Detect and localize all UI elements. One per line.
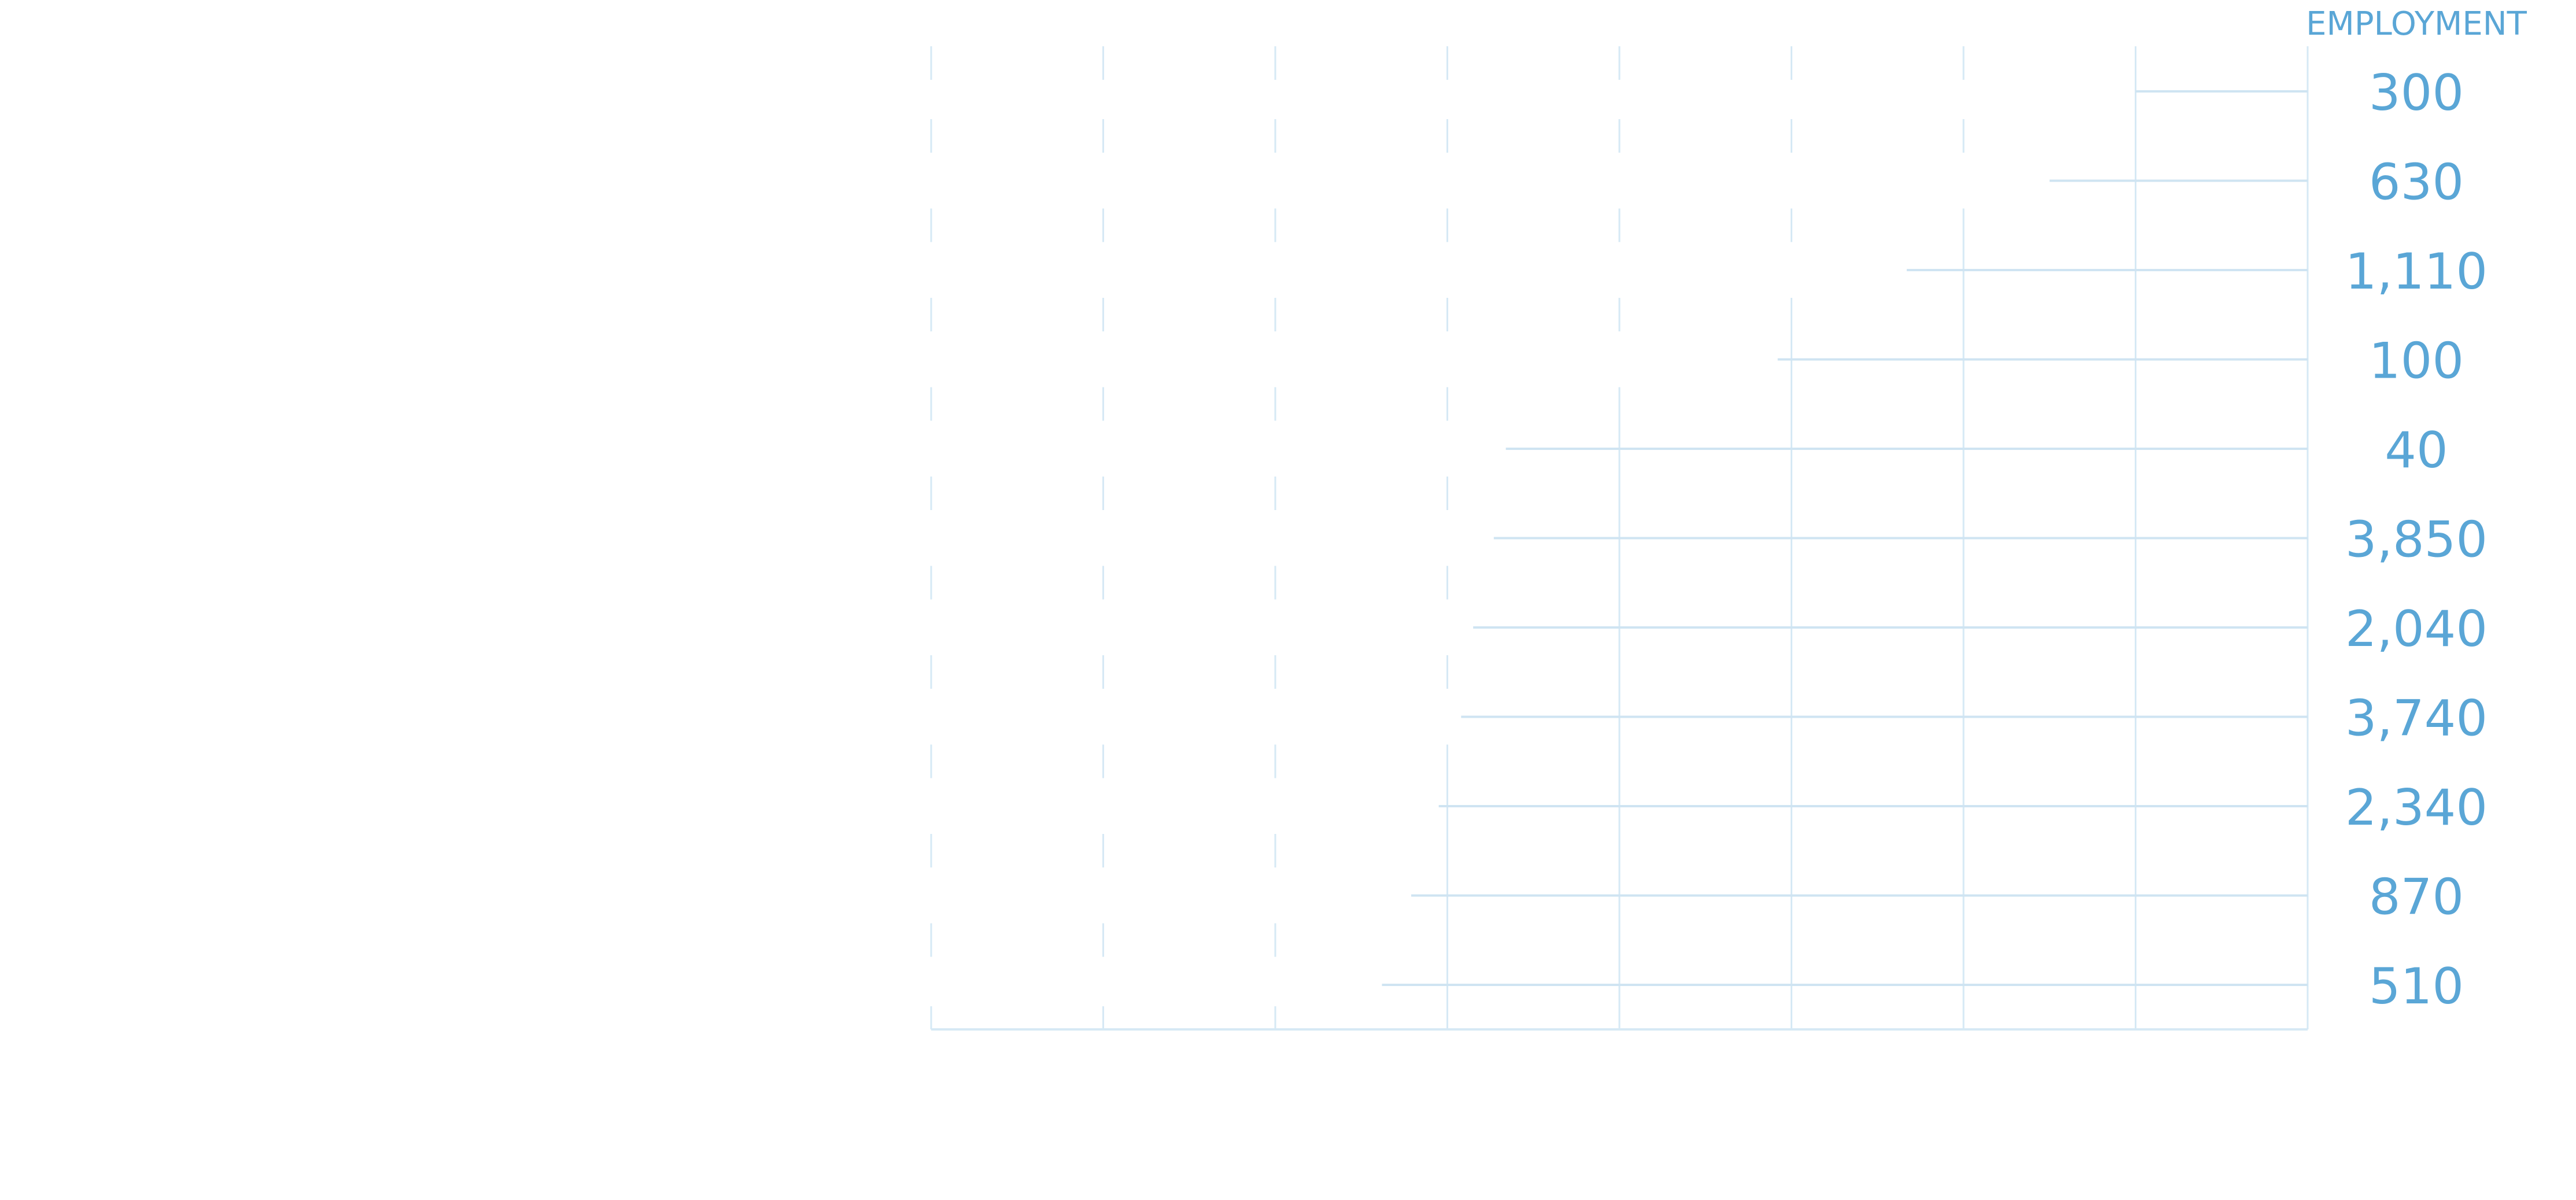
employment-value: 100 [2369, 333, 2464, 390]
employment-value: 3,850 [2345, 511, 2488, 569]
employment-value: 3,740 [2345, 690, 2488, 748]
employment-value: 870 [2369, 869, 2464, 926]
employment-value: 630 [2369, 154, 2464, 212]
employment-value: 2,340 [2345, 779, 2488, 837]
label-layer: EMPLOYMENT 300 630 1,110 100 40 3,850 2,040 3,7… [2306, 5, 2527, 1016]
employment-value: 40 [2385, 422, 2448, 479]
employment-value: 2,040 [2345, 600, 2488, 658]
employment-value: 510 [2369, 958, 2464, 1016]
employment-value: 1,110 [2345, 243, 2488, 301]
column-header: EMPLOYMENT [2306, 5, 2527, 43]
employment-value: 300 [2369, 64, 2464, 122]
bar-layer [1382, 90, 2308, 986]
